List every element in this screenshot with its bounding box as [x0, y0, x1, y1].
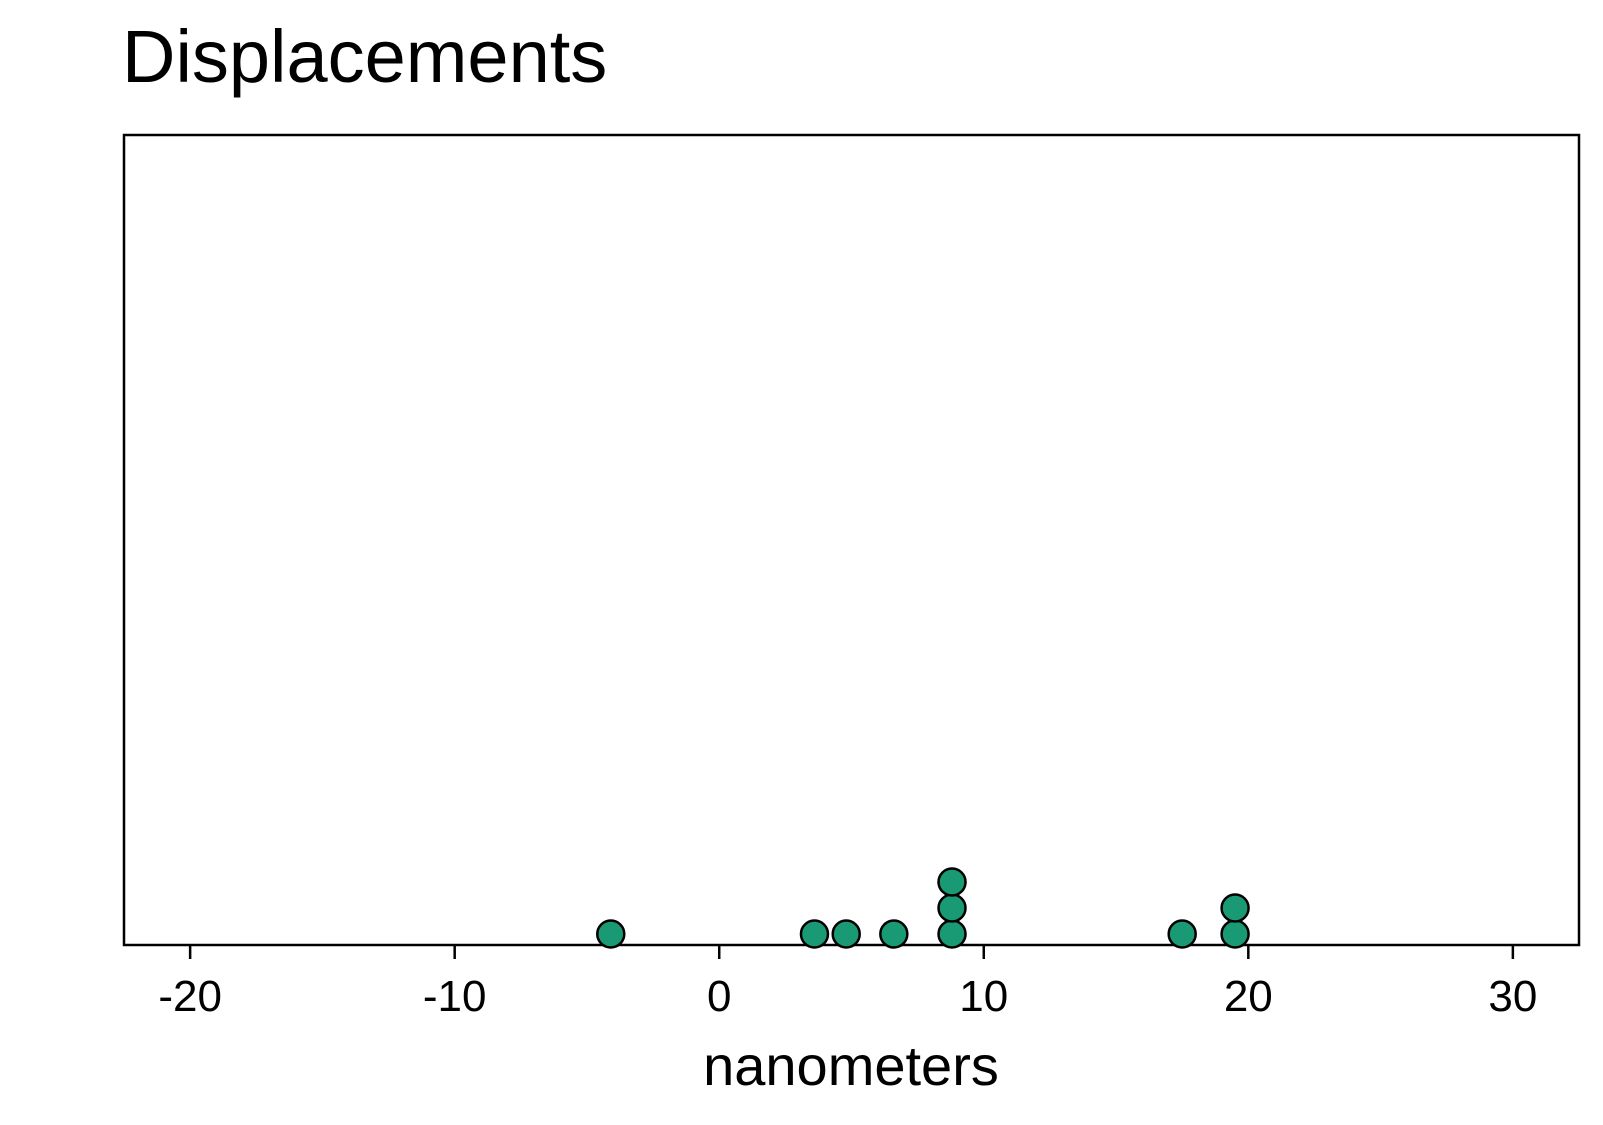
x-tick-label: -20 [158, 972, 222, 1021]
data-point [937, 867, 967, 897]
plot-frame [122, 133, 1581, 947]
x-axis-ticks: -20 -10 0 10 20 30 [158, 945, 1537, 1021]
data-point [879, 919, 909, 949]
data-point [937, 893, 967, 923]
data-point [937, 919, 967, 949]
data-point [831, 919, 861, 949]
x-tick-label: 10 [959, 972, 1008, 1021]
x-tick-label: 20 [1224, 972, 1273, 1021]
data-point [1167, 919, 1197, 949]
x-tick-label: 30 [1488, 972, 1537, 1021]
x-tick-label: -10 [423, 972, 487, 1021]
data-points [596, 867, 1250, 949]
data-point [1220, 919, 1250, 949]
x-tick-label: 0 [707, 972, 731, 1021]
chart-title: Displacements [122, 15, 608, 98]
data-point [799, 919, 830, 949]
x-axis-label: nanometers [703, 1034, 999, 1097]
data-point [1220, 893, 1250, 923]
data-point [596, 919, 626, 949]
